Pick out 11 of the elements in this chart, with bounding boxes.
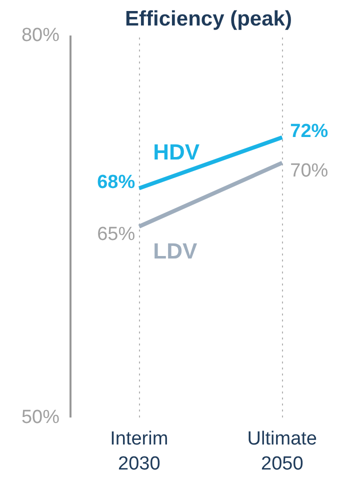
x-tick-label: Ultimate 2050 — [247, 428, 317, 475]
data-label: 65% — [97, 224, 136, 245]
x-tick-label: Interim 2030 — [110, 428, 168, 475]
data-label: 68% — [97, 172, 136, 193]
y-tick-label: 50% — [21, 407, 60, 428]
series-label: LDV — [153, 238, 198, 264]
data-label: 72% — [290, 120, 328, 142]
chart-title: Efficiency (peak) — [125, 8, 292, 30]
data-label: 70% — [290, 160, 328, 182]
series-label: HDV — [153, 139, 200, 164]
y-tick-label: 80% — [21, 25, 60, 46]
